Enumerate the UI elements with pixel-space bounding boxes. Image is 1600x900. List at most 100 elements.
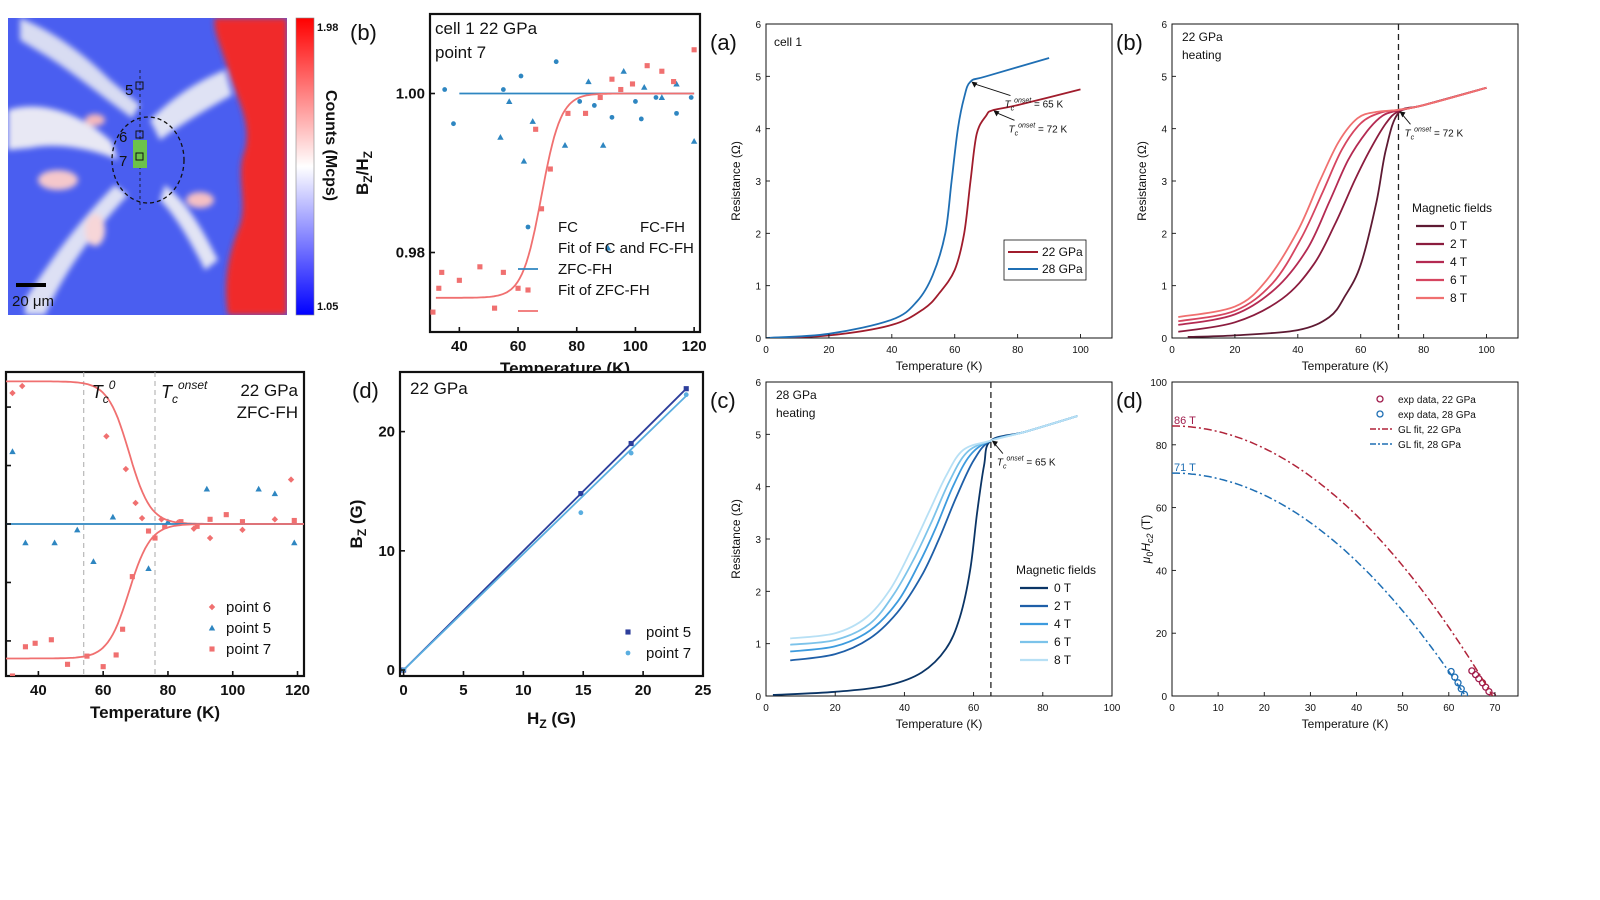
data-point — [90, 558, 97, 564]
legend-label: Fit of ZFC-FH — [558, 282, 650, 299]
data-point — [291, 517, 297, 524]
data-point — [190, 525, 198, 532]
data-point — [633, 99, 638, 104]
x-tick-label: 80 — [160, 682, 177, 699]
data-point — [207, 516, 213, 522]
colorbar-min-label: 1.05 — [317, 301, 338, 313]
legend-label: 8 T — [1450, 291, 1468, 305]
data-point — [674, 110, 679, 116]
y-tick-label: 2 — [755, 229, 761, 240]
annotation-line: 22 GPa — [410, 379, 468, 398]
y-tick-label: 1.00 — [396, 86, 425, 103]
legend-label: FC — [558, 219, 578, 236]
fit-curve — [6, 523, 304, 660]
onset-label: Tconset = 65 K — [997, 456, 1056, 471]
y-tick-label: 20 — [378, 424, 395, 441]
legend-label: 0 T — [1054, 581, 1072, 595]
plot-area — [766, 57, 1081, 338]
data-point — [518, 73, 524, 79]
legend-label: 28 GPa — [1042, 262, 1083, 276]
data-point — [206, 534, 214, 542]
x-tick-label: 0 — [763, 345, 769, 356]
scale-bar-label: 20 μm — [12, 293, 54, 310]
chart-c-right: 0 20 40 60 80 100 0 1 2 3 4 5 6 Temperature (K) Resist… — [710, 378, 1121, 731]
data-point — [456, 277, 462, 283]
y-tick-label: 4 — [755, 125, 761, 136]
data-point — [129, 574, 135, 580]
y-tick-label: 3 — [755, 535, 761, 546]
y-axis-label: μ0Hc2 (T) — [1139, 515, 1155, 564]
annotation-line: 28 GPa — [776, 388, 817, 402]
x-tick-label: 100 — [1478, 345, 1495, 356]
data-point — [32, 640, 38, 646]
plot-frame — [765, 23, 1113, 339]
data-point — [255, 485, 262, 492]
data-point — [442, 87, 448, 92]
map-pink-spot-1 — [38, 170, 78, 190]
onset-arrow — [995, 111, 1015, 121]
x-tick-label: 20 — [830, 703, 842, 714]
map-pink-spot-4 — [85, 114, 105, 126]
onset-arrowhead — [1399, 111, 1406, 118]
legend-marker — [525, 287, 531, 293]
data-point — [1457, 685, 1465, 693]
point-5-marker — [135, 81, 144, 90]
y-tick-label: 6 — [755, 378, 761, 389]
legend-label: exp data, 28 GPa — [1398, 410, 1476, 421]
colorbar-title: Counts (Mcps) — [322, 90, 339, 201]
map-pink-spot-2 — [186, 192, 214, 208]
y-axis-label: Resistance (Ω) — [729, 499, 743, 579]
x-tick-label: 0 — [1169, 703, 1175, 714]
x-tick-label: 60 — [1443, 703, 1455, 714]
data-point — [658, 94, 666, 101]
legend-label: 2 T — [1054, 599, 1072, 613]
plot-area — [430, 47, 698, 315]
plot-area — [772, 382, 1078, 696]
data-point — [77, 359, 83, 365]
data-point — [152, 535, 158, 541]
y-tick-label: 0 — [755, 692, 761, 703]
data-point — [64, 661, 71, 667]
legend-entry: GL fit, 22 GPa — [1370, 425, 1461, 436]
data-point — [203, 485, 211, 492]
data-point — [497, 134, 504, 140]
y-tick-label: 2 — [1161, 229, 1167, 240]
y-tick-label: 6 — [755, 20, 761, 31]
onset-arrowhead — [991, 440, 998, 447]
y-tick-label: 1 — [755, 282, 761, 293]
series-fit-point-7 — [6, 523, 304, 660]
data-point — [103, 433, 110, 440]
x-tick-label: 120 — [285, 682, 310, 699]
data-point — [100, 664, 106, 670]
plot-frame — [428, 12, 702, 334]
y-tick-label: 0 — [387, 662, 395, 679]
legend-entry: Fit of FC and FC-FH — [518, 240, 694, 270]
data-point — [291, 539, 298, 546]
x-tick-label: 25 — [695, 682, 712, 699]
data-point — [673, 80, 680, 87]
data-point — [162, 523, 168, 529]
x-tick-label: 30 — [1305, 703, 1317, 714]
series-gl-fit-22-gpa — [1172, 425, 1494, 696]
data-point — [547, 166, 553, 172]
x-tick-label: 50 — [1397, 703, 1409, 714]
y-tick-label: 100 — [1150, 378, 1167, 389]
series-fit-point-7 — [402, 395, 687, 671]
chart-b-right: 0 20 40 60 80 100 0 1 2 3 4 5 6 Temperature (K) Resist… — [1116, 20, 1519, 373]
x-tick-label: 60 — [968, 703, 980, 714]
data-point — [164, 518, 172, 525]
legend-label: 22 GPa — [1042, 245, 1083, 259]
data-point — [520, 157, 528, 164]
y-tick-label: 4 — [1161, 125, 1167, 136]
data-point — [629, 81, 636, 87]
map-pink-spot-3 — [85, 214, 105, 246]
data-point — [1468, 667, 1476, 675]
onset-label: Tconset = 72 K — [1008, 122, 1067, 137]
data-point — [45, 354, 51, 360]
data-point — [122, 465, 130, 473]
x-tick-label: 40 — [886, 345, 898, 356]
y-tick-label: 20 — [1156, 629, 1168, 640]
